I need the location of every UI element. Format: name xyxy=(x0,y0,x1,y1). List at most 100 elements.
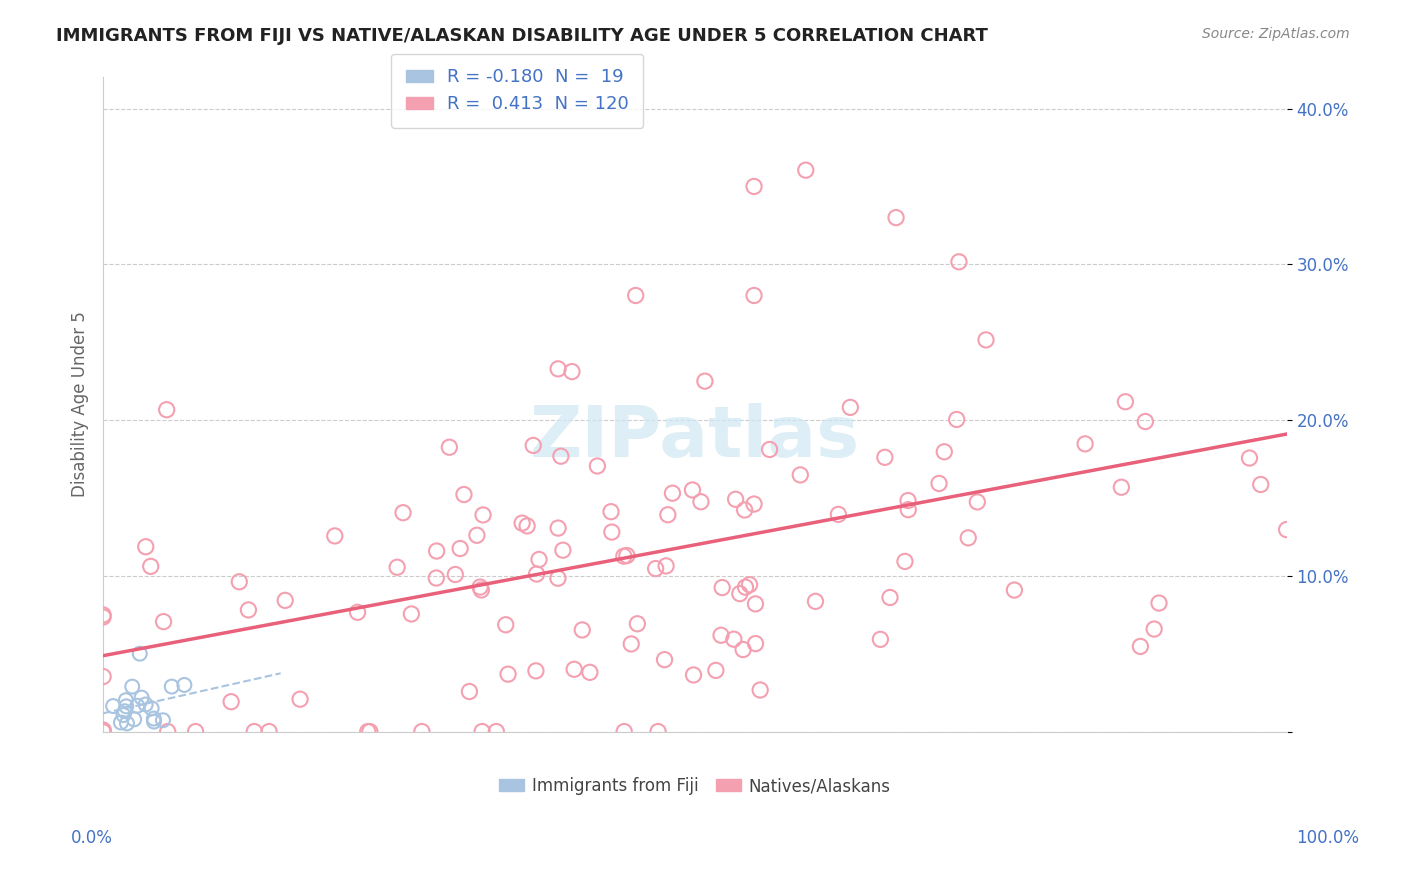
Natives/Alaskans xyxy=(547,571,569,585)
Natives/Alaskans xyxy=(426,544,449,558)
Natives/Alaskans xyxy=(1129,640,1152,654)
Natives/Alaskans xyxy=(522,438,544,452)
Natives/Alaskans xyxy=(411,724,433,739)
Natives/Alaskans xyxy=(723,632,745,647)
Natives/Alaskans xyxy=(928,476,950,491)
Natives/Alaskans xyxy=(738,577,761,591)
Natives/Alaskans xyxy=(156,402,179,417)
Natives/Alaskans xyxy=(219,695,242,709)
Immigrants from Fiji xyxy=(152,713,174,727)
Natives/Alaskans xyxy=(839,401,862,415)
Natives/Alaskans xyxy=(91,724,114,739)
Natives/Alaskans xyxy=(1143,622,1166,636)
Natives/Alaskans xyxy=(510,516,533,530)
Natives/Alaskans xyxy=(884,211,907,225)
Natives/Alaskans xyxy=(1074,437,1097,451)
Natives/Alaskans xyxy=(392,506,415,520)
Natives/Alaskans xyxy=(1239,450,1261,465)
Natives/Alaskans xyxy=(804,594,827,608)
Natives/Alaskans xyxy=(385,560,408,574)
Natives/Alaskans xyxy=(724,492,747,507)
Immigrants from Fiji xyxy=(128,647,150,661)
Natives/Alaskans xyxy=(526,567,548,582)
Text: Source: ZipAtlas.com: Source: ZipAtlas.com xyxy=(1202,27,1350,41)
Natives/Alaskans xyxy=(945,412,967,426)
Natives/Alaskans xyxy=(873,450,896,465)
Natives/Alaskans xyxy=(444,567,467,582)
Natives/Alaskans xyxy=(728,587,751,601)
Natives/Alaskans xyxy=(879,591,901,605)
Natives/Alaskans xyxy=(966,495,988,509)
Immigrants from Fiji xyxy=(112,708,135,723)
Natives/Alaskans xyxy=(897,493,920,508)
Natives/Alaskans xyxy=(135,540,157,554)
Natives/Alaskans xyxy=(742,179,765,194)
Natives/Alaskans xyxy=(228,574,250,589)
Natives/Alaskans xyxy=(495,617,517,632)
Immigrants from Fiji xyxy=(131,690,153,705)
Natives/Alaskans xyxy=(243,724,266,739)
Natives/Alaskans xyxy=(693,374,716,388)
Natives/Alaskans xyxy=(551,543,574,558)
Natives/Alaskans xyxy=(655,558,678,573)
Immigrants from Fiji xyxy=(114,704,136,718)
Natives/Alaskans xyxy=(472,508,495,522)
Natives/Alaskans xyxy=(624,288,647,302)
Natives/Alaskans xyxy=(468,580,491,594)
Natives/Alaskans xyxy=(91,724,114,739)
Natives/Alaskans xyxy=(974,333,997,347)
Natives/Alaskans xyxy=(710,628,733,642)
Natives/Alaskans xyxy=(571,623,593,637)
Natives/Alaskans xyxy=(749,683,772,698)
Natives/Alaskans xyxy=(600,505,623,519)
Natives/Alaskans xyxy=(516,519,538,533)
Natives/Alaskans xyxy=(91,610,114,624)
Natives/Alaskans xyxy=(470,582,492,597)
Natives/Alaskans xyxy=(734,503,756,517)
Natives/Alaskans xyxy=(1002,583,1025,598)
Natives/Alaskans xyxy=(238,603,260,617)
Immigrants from Fiji xyxy=(121,680,143,694)
Natives/Alaskans xyxy=(1147,596,1170,610)
Natives/Alaskans xyxy=(626,616,648,631)
Natives/Alaskans xyxy=(485,724,508,739)
Natives/Alaskans xyxy=(449,541,471,556)
Natives/Alaskans xyxy=(794,163,817,178)
Natives/Alaskans xyxy=(562,662,585,676)
Natives/Alaskans xyxy=(547,521,569,535)
Natives/Alaskans xyxy=(91,669,114,683)
Natives/Alaskans xyxy=(91,724,114,739)
Text: 0.0%: 0.0% xyxy=(70,830,112,847)
Natives/Alaskans xyxy=(620,637,643,651)
Natives/Alaskans xyxy=(91,723,114,737)
Natives/Alaskans xyxy=(644,561,666,575)
Natives/Alaskans xyxy=(711,581,734,595)
Natives/Alaskans xyxy=(156,724,179,739)
Natives/Alaskans xyxy=(704,664,727,678)
Immigrants from Fiji xyxy=(110,715,132,730)
Natives/Alaskans xyxy=(613,724,636,739)
Immigrants from Fiji xyxy=(143,714,166,729)
Natives/Alaskans xyxy=(682,668,704,682)
Immigrants from Fiji xyxy=(173,678,195,692)
Natives/Alaskans xyxy=(274,593,297,607)
Natives/Alaskans xyxy=(682,483,704,497)
Text: IMMIGRANTS FROM FIJI VS NATIVE/ALASKAN DISABILITY AGE UNDER 5 CORRELATION CHART: IMMIGRANTS FROM FIJI VS NATIVE/ALASKAN D… xyxy=(56,27,988,45)
Legend: Immigrants from Fiji, Natives/Alaskans: Immigrants from Fiji, Natives/Alaskans xyxy=(492,771,897,802)
Immigrants from Fiji xyxy=(135,698,157,712)
Natives/Alaskans xyxy=(471,724,494,739)
Natives/Alaskans xyxy=(789,467,811,482)
Natives/Alaskans xyxy=(948,255,970,269)
Natives/Alaskans xyxy=(742,497,765,511)
Natives/Alaskans xyxy=(152,615,174,629)
Natives/Alaskans xyxy=(1114,394,1136,409)
Natives/Alaskans xyxy=(758,442,780,457)
Natives/Alaskans xyxy=(657,508,679,522)
Natives/Alaskans xyxy=(439,440,461,454)
Natives/Alaskans xyxy=(586,458,609,473)
Natives/Alaskans xyxy=(661,486,683,500)
Natives/Alaskans xyxy=(425,571,447,585)
Natives/Alaskans xyxy=(91,607,114,622)
Natives/Alaskans xyxy=(1250,477,1272,491)
Natives/Alaskans xyxy=(897,502,920,516)
